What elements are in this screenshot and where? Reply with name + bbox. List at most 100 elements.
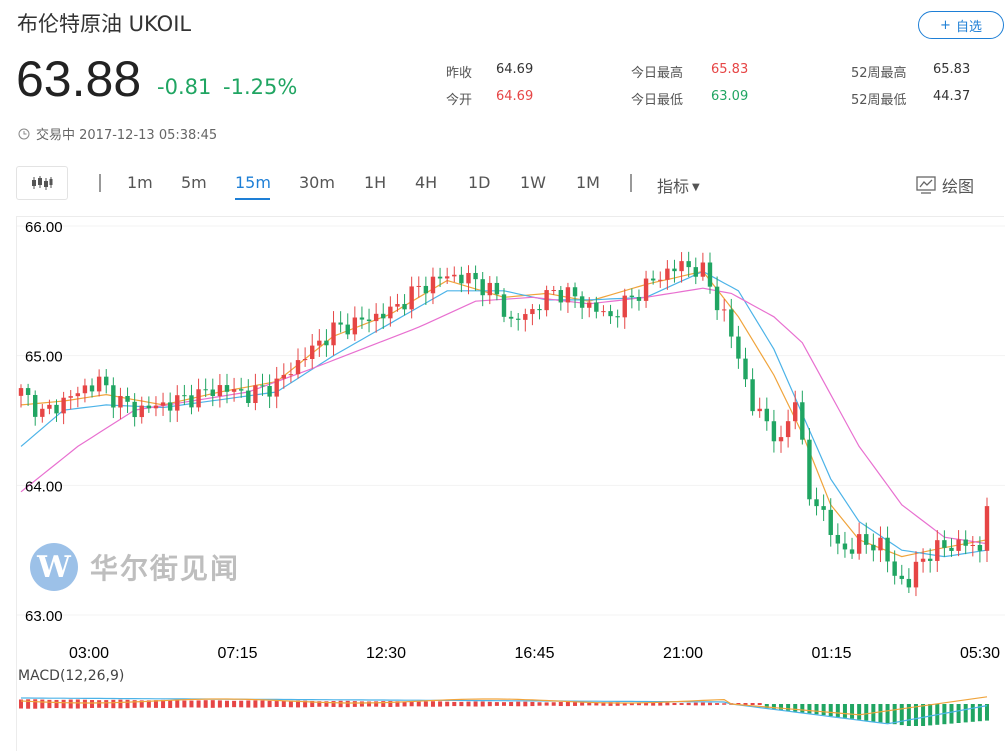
timeframe-15m[interactable]: 15m: [235, 173, 271, 192]
macd-bar: [82, 699, 87, 709]
timeframe-1h[interactable]: 1H: [364, 173, 387, 192]
candle: [402, 294, 407, 316]
macd-bar: [374, 701, 379, 707]
chart-type-button[interactable]: [16, 166, 68, 200]
candle: [686, 251, 691, 278]
macd-bar: [118, 699, 123, 709]
candle: [530, 304, 535, 326]
candle: [935, 530, 940, 572]
plus-icon: +: [940, 17, 951, 33]
stat-value-day-low: 63.09: [711, 89, 749, 104]
candle: [345, 313, 350, 340]
macd-bar: [388, 701, 393, 707]
candle: [956, 530, 961, 557]
candle: [423, 276, 429, 305]
timeframe-1mo[interactable]: 1M: [576, 173, 600, 192]
indicator-dropdown[interactable]: 指标 ▼: [657, 173, 700, 197]
candle: [153, 396, 159, 417]
timeframe-4h[interactable]: 4H: [415, 173, 438, 192]
candle: [104, 369, 109, 394]
candle: [40, 403, 45, 423]
candle: [25, 383, 31, 406]
stat-label-day-low: 今日最低: [631, 93, 684, 108]
candle: [587, 297, 592, 318]
candle: [977, 536, 983, 563]
stat-value-open: 64.69: [496, 89, 534, 104]
macd-bar: [224, 700, 229, 708]
stat-label-52w-low: 52周最低: [851, 93, 907, 108]
x-tick-label: 07:15: [217, 645, 257, 662]
stat-label-day-high: 今日最高: [631, 66, 684, 81]
candle: [444, 267, 450, 284]
macd-bar: [331, 701, 336, 707]
macd-bar: [168, 699, 173, 709]
candle: [487, 276, 492, 305]
candle: [359, 306, 365, 329]
macd-bar: [111, 699, 116, 709]
candle: [913, 551, 919, 597]
macd-bar: [125, 699, 130, 709]
macd-bar: [864, 704, 869, 721]
macd-bar: [743, 703, 748, 705]
macd-bar: [367, 701, 372, 707]
candle: [650, 270, 656, 285]
candle: [409, 276, 414, 319]
timeframe-1m[interactable]: 1m: [127, 173, 153, 192]
candle: [75, 386, 81, 408]
wallstreetcn-logo: W: [30, 543, 78, 591]
macd-bar: [580, 702, 585, 706]
timeframe-30m[interactable]: 30m: [299, 173, 335, 192]
macd-bar: [679, 703, 684, 705]
candle: [373, 303, 379, 333]
macd-label: MACD(12,26,9): [18, 668, 125, 684]
candle: [238, 377, 244, 398]
macd-bar: [842, 704, 847, 718]
draw-button[interactable]: 绘图: [916, 173, 974, 197]
macd-bar: [636, 702, 641, 706]
macd-bar: [615, 702, 620, 706]
candle: [516, 313, 521, 331]
candle: [878, 526, 883, 563]
macd-bar: [47, 699, 52, 709]
candle: [437, 267, 443, 288]
candle: [551, 285, 556, 295]
candle: [899, 564, 904, 585]
instrument-title: 布伦特原油 UKOIL: [17, 12, 192, 36]
macd-bar: [828, 704, 833, 717]
candle: [821, 494, 826, 522]
macd-bar: [97, 700, 102, 708]
macd-bar: [942, 704, 947, 725]
candle: [96, 369, 102, 397]
candle: [203, 378, 208, 398]
macd-bar: [715, 703, 720, 705]
candle: [317, 329, 322, 357]
timeframe-1w[interactable]: 1W: [520, 173, 546, 192]
price-chart[interactable]: 66.00 65.00 64.00 63.00 03:00 07:15 12:30 16:4…: [17, 217, 1005, 752]
macd-bar: [359, 701, 364, 707]
candle: [750, 368, 755, 416]
candle: [366, 308, 372, 333]
candle: [736, 325, 741, 369]
candle: [246, 379, 251, 407]
candle: [849, 537, 855, 559]
candle: [473, 265, 478, 291]
timeframe-1d[interactable]: 1D: [468, 173, 491, 192]
add-to-watchlist-button[interactable]: + 自选: [918, 11, 1004, 39]
macd-bar: [821, 704, 826, 716]
candle: [501, 288, 507, 323]
macd-bar: [19, 699, 23, 709]
macd-bar: [629, 702, 634, 706]
macd-bar: [146, 700, 151, 708]
last-price: 63.88: [16, 51, 142, 107]
macd-bar: [466, 701, 471, 707]
chart-area[interactable]: 66.00 65.00 64.00 63.00 03:00 07:15 12:30 16:4…: [16, 216, 1005, 752]
candle: [864, 522, 869, 554]
candle: [665, 260, 670, 290]
y-tick-label: 64.00: [25, 478, 63, 495]
macd-bar: [487, 701, 492, 707]
macd-bar: [800, 704, 805, 713]
candle: [352, 306, 358, 341]
macd-bar: [502, 702, 506, 706]
timeframe-5m[interactable]: 5m: [181, 173, 207, 192]
candle: [146, 396, 152, 413]
